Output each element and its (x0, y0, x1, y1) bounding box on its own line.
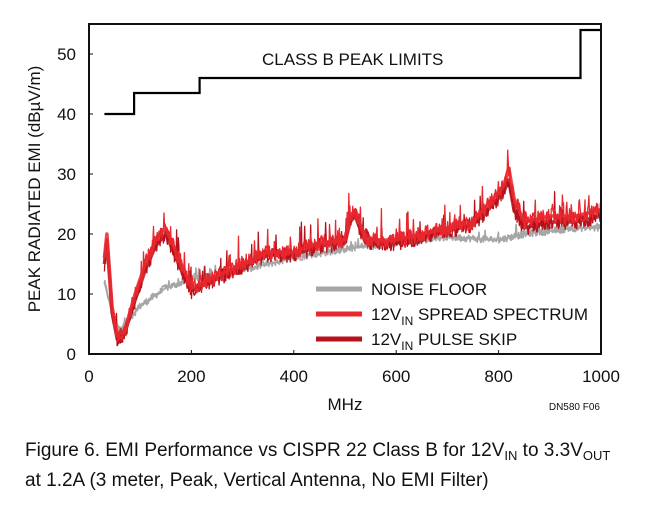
series-line-1 (103, 149, 602, 342)
legend-pulse-main: 12V (371, 330, 402, 349)
caption-l1b: IN (504, 448, 518, 463)
y-tick-label-40: 40 (57, 105, 76, 124)
x-tick-label-600: 600 (382, 367, 410, 386)
class-b-limit-line (104, 28, 601, 116)
emi-chart: 0 200 400 600 800 1000 0 10 20 30 40 50 CLASS B PEA… (25, 23, 620, 414)
figure-code: DN580 F06 (549, 402, 601, 413)
plot-frame (88, 23, 602, 355)
y-tick-label-10: 10 (57, 285, 76, 304)
figure-caption: Figure 6. EMI Performance vs CISPR 22 Cl… (25, 436, 635, 496)
legend-label-pulse-skip: 12VIN PULSE SKIP (371, 330, 517, 353)
limit-annotation: CLASS B PEAK LIMITS (262, 50, 443, 69)
series-group (102, 149, 602, 347)
caption-l1c: to 3.3V (517, 440, 583, 461)
y-tick-label-30: 30 (57, 165, 76, 184)
y-axis-label: PEAK RADIATED EMI (dBµV/m) (25, 66, 44, 313)
x-tick-label-0: 0 (84, 367, 93, 386)
legend-label-noise-floor: NOISE FLOOR (371, 280, 487, 299)
y-tick-label-50: 50 (57, 45, 76, 64)
tick-labels: 0 200 400 600 800 1000 0 10 20 30 40 50 (57, 45, 620, 386)
x-tick-label-1000: 1000 (582, 367, 620, 386)
x-tick-label-400: 400 (280, 367, 308, 386)
series-envelope-1 (102, 166, 602, 338)
x-tick-label-200: 200 (177, 367, 205, 386)
caption-line-2: at 1.2A (3 meter, Peak, Vertical Antenna… (25, 470, 489, 491)
legend-spread-sub: IN (401, 314, 413, 328)
x-tick-label-800: 800 (484, 367, 512, 386)
y-tick-label-20: 20 (57, 225, 76, 244)
legend-label-spread-spectrum: 12VIN SPREAD SPECTRUM (371, 305, 588, 328)
x-axis-label: MHz (328, 395, 363, 414)
legend: NOISE FLOOR 12VIN SPREAD SPECTRUM 12VIN … (316, 280, 588, 353)
legend-spread-tail: SPREAD SPECTRUM (413, 305, 588, 324)
caption-l1a: Figure 6. EMI Performance vs CISPR 22 Cl… (25, 440, 505, 461)
y-tick-label-0: 0 (67, 345, 76, 364)
legend-pulse-sub: IN (401, 339, 413, 353)
legend-spread-main: 12V (371, 305, 402, 324)
caption-l1d: OUT (582, 448, 611, 463)
caption-line-1: Figure 6. EMI Performance vs CISPR 22 Cl… (25, 436, 635, 466)
limit-line-group (104, 28, 601, 116)
legend-pulse-tail: PULSE SKIP (413, 330, 517, 349)
